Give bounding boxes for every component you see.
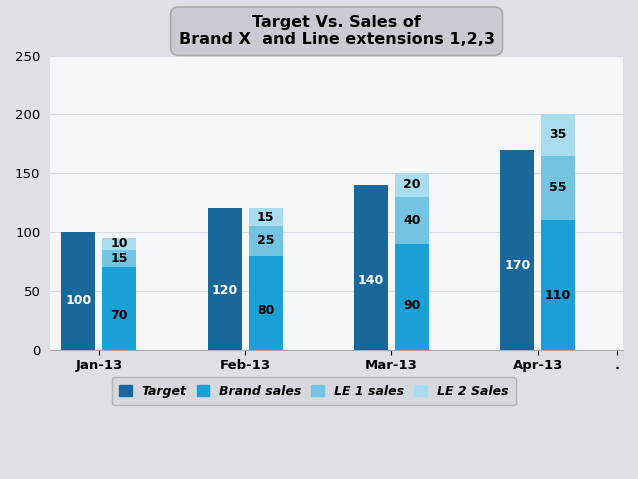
Text: 15: 15 bbox=[110, 252, 128, 265]
Bar bbox=[541, 156, 575, 220]
Bar bbox=[541, 220, 575, 350]
Text: 120: 120 bbox=[212, 284, 238, 297]
Bar bbox=[249, 226, 283, 256]
Bar bbox=[541, 114, 575, 156]
Bar bbox=[61, 232, 96, 350]
Text: 90: 90 bbox=[403, 299, 420, 312]
Title: Target Vs. Sales of
Brand X  and Line extensions 1,2,3: Target Vs. Sales of Brand X and Line ext… bbox=[179, 15, 494, 47]
Text: 40: 40 bbox=[403, 214, 420, 227]
Bar bbox=[249, 208, 283, 226]
Text: 15: 15 bbox=[257, 211, 274, 224]
Text: 80: 80 bbox=[257, 304, 274, 317]
Bar bbox=[102, 267, 137, 350]
Bar bbox=[500, 149, 534, 350]
Text: 100: 100 bbox=[65, 294, 91, 307]
Bar bbox=[395, 197, 429, 244]
Text: 70: 70 bbox=[110, 308, 128, 321]
Bar bbox=[395, 173, 429, 197]
Bar bbox=[354, 185, 388, 350]
Bar bbox=[102, 238, 137, 250]
Bar bbox=[207, 208, 242, 350]
Text: 55: 55 bbox=[549, 182, 567, 194]
Text: 25: 25 bbox=[257, 234, 274, 247]
Text: 10: 10 bbox=[110, 237, 128, 251]
Bar bbox=[395, 244, 429, 350]
Text: 140: 140 bbox=[358, 274, 384, 287]
Bar bbox=[249, 256, 283, 350]
Text: 110: 110 bbox=[545, 289, 571, 302]
Bar bbox=[102, 250, 137, 267]
Text: 170: 170 bbox=[504, 259, 530, 272]
Text: 20: 20 bbox=[403, 179, 420, 192]
Legend: Target, Brand sales, LE 1 sales, LE 2 Sales: Target, Brand sales, LE 1 sales, LE 2 Sa… bbox=[112, 377, 516, 405]
Text: 35: 35 bbox=[549, 128, 567, 141]
